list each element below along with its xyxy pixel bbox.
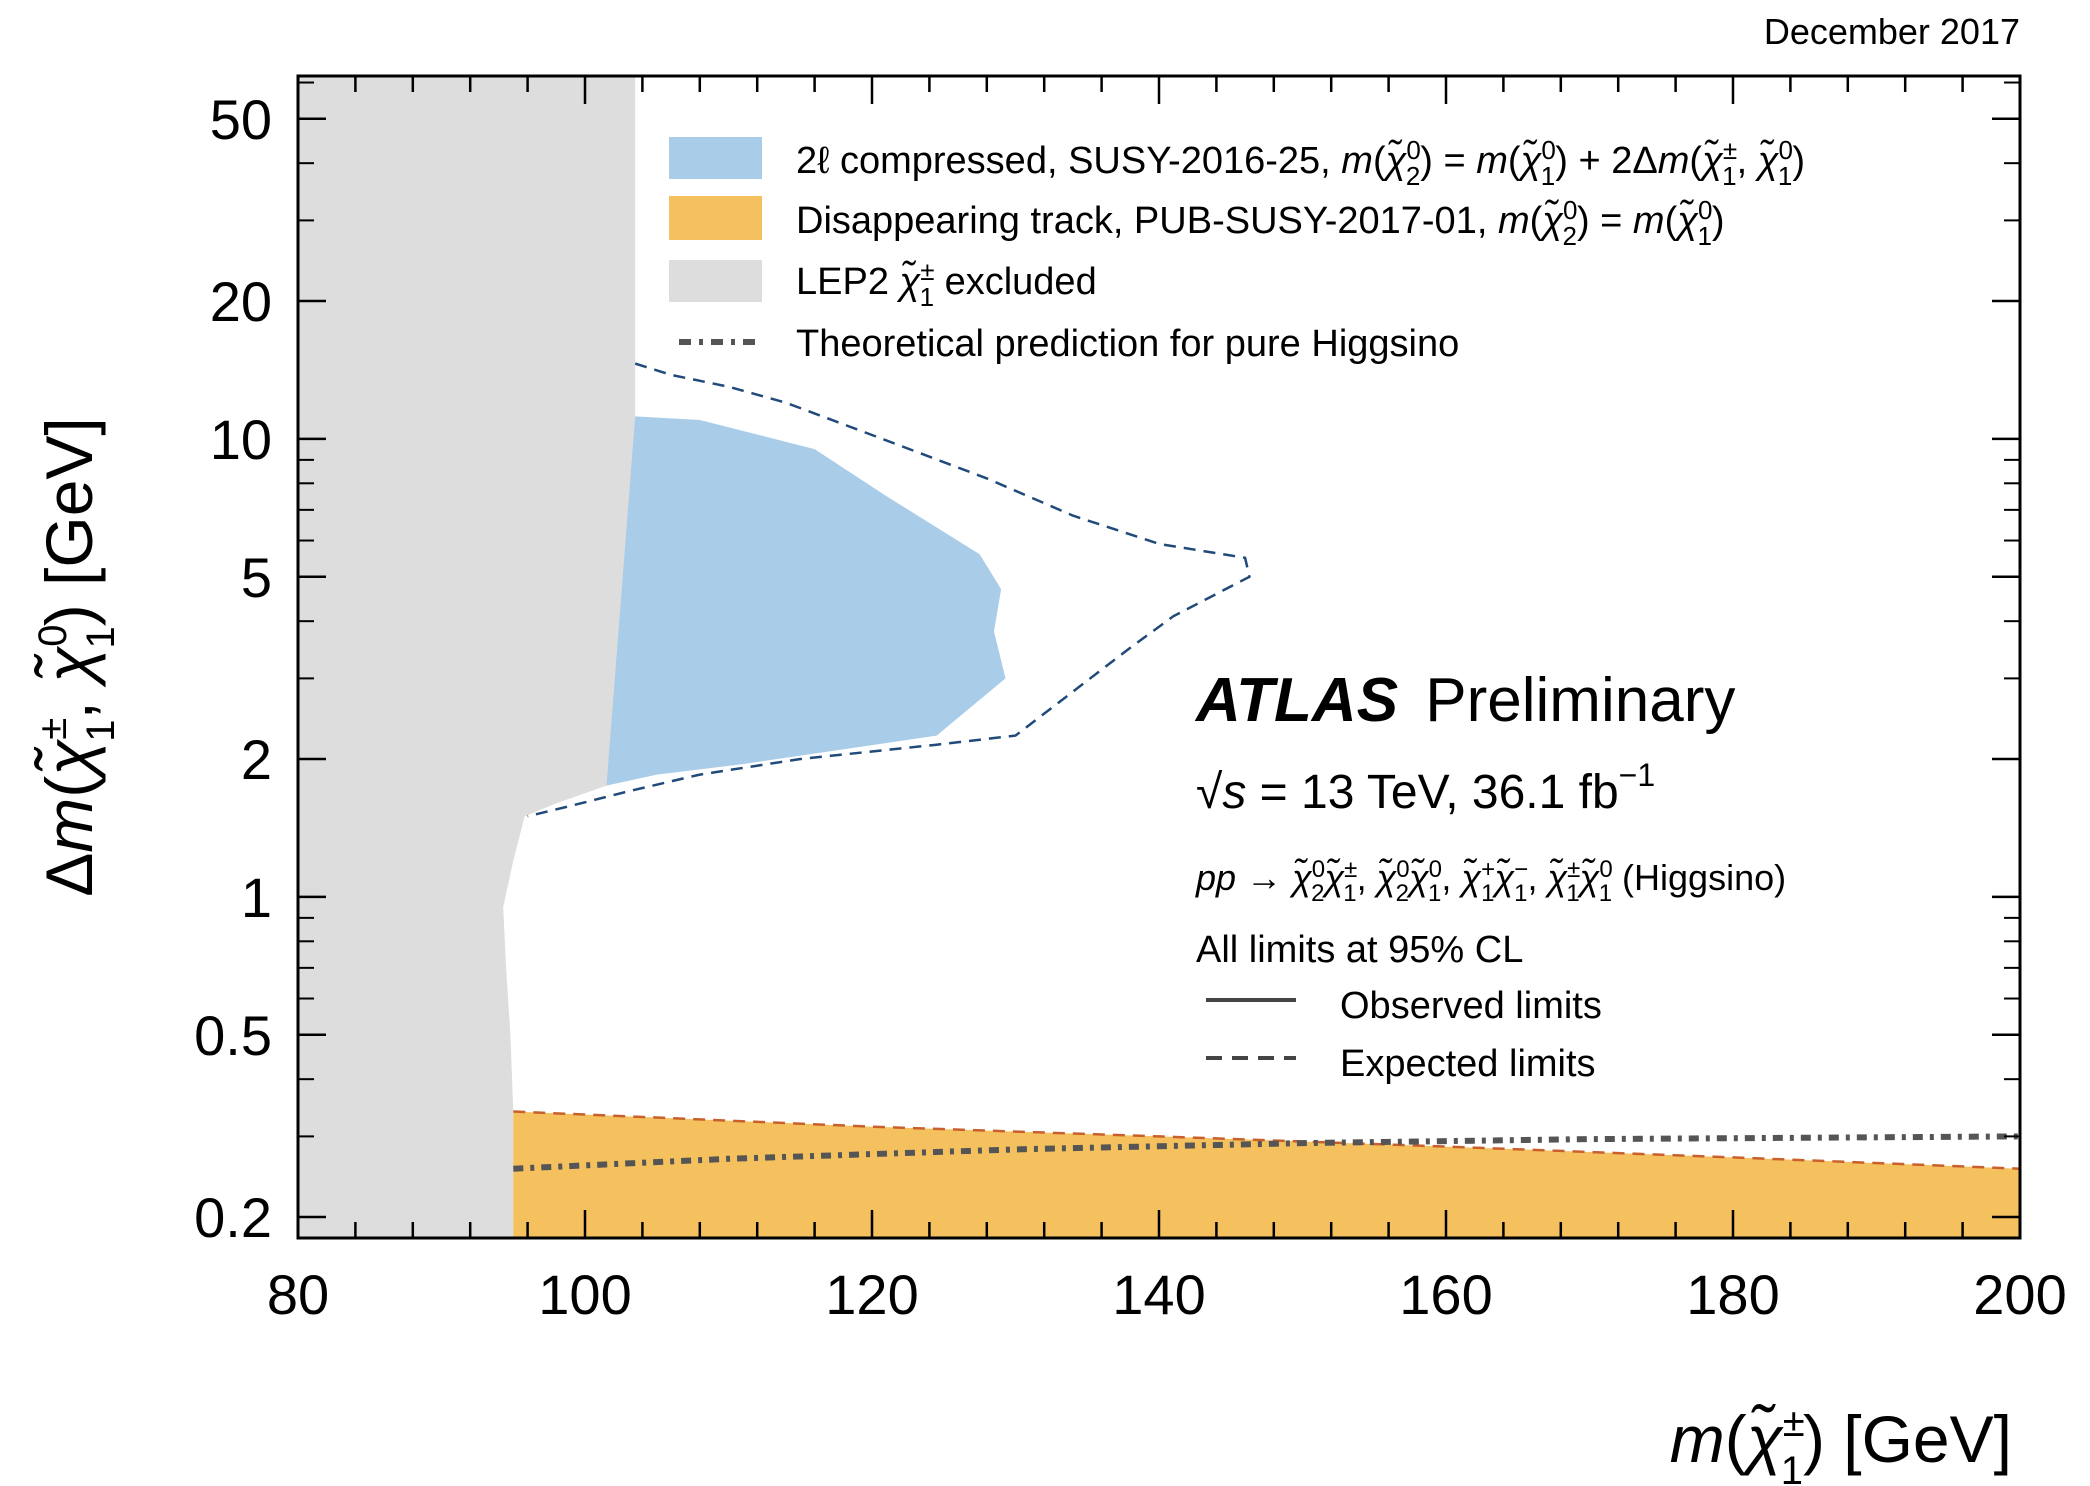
x-axis-title: m(χ̃± 1) [GeV] bbox=[1670, 1401, 2012, 1486]
plot-regions bbox=[298, 76, 2020, 1238]
process-label: pp → χ̃0 2χ̃± 1, χ̃0 2χ̃0 1, χ̃+ 1χ̃− 1, χ̃± 1χ… bbox=[1195, 856, 1786, 907]
x-tick-label: 100 bbox=[538, 1263, 631, 1326]
atlas-info: ATLAS Preliminary √s = 13 TeV, 36.1 fb−1… bbox=[1194, 666, 1786, 1085]
x-tick-label: 140 bbox=[1112, 1263, 1205, 1326]
observed-label: Observed limits bbox=[1340, 985, 1602, 1027]
x-tick-labels: 80 100 120 140 160 180 200 bbox=[267, 1263, 2067, 1326]
x-tick-label: 180 bbox=[1686, 1263, 1779, 1326]
disappearing-track-region bbox=[513, 1111, 2020, 1238]
legend-swatch-grey bbox=[669, 260, 762, 302]
y-tick-label: 0.5 bbox=[194, 1004, 272, 1067]
y-tick-label: 50 bbox=[210, 88, 272, 151]
expected-label: Expected limits bbox=[1340, 1043, 1596, 1085]
energy-label: √s = 13 TeV, 36.1 fb−1 bbox=[1196, 757, 1655, 819]
y-tick-label: 0.2 bbox=[194, 1186, 272, 1249]
legend: 2ℓ compressed, SUSY-2016-25, m(χ̃0 2) = m… bbox=[669, 135, 1805, 365]
compressed-2l-expected-line bbox=[527, 362, 1251, 818]
cl-label: All limits at 95% CL bbox=[1196, 929, 1523, 971]
y-tick-label: 20 bbox=[210, 270, 272, 333]
axis-ticks bbox=[296, 76, 2022, 1238]
legend-label-2l: 2ℓ compressed, SUSY-2016-25, m(χ̃0 2) = m… bbox=[796, 135, 1805, 191]
y-tick-label: 1 bbox=[241, 866, 272, 929]
x-tick-label: 120 bbox=[825, 1263, 918, 1326]
atlas-label: ATLAS Preliminary bbox=[1194, 666, 1735, 735]
legend-label-disappearing: Disappearing track, PUB-SUSY-2017-01, m(… bbox=[796, 195, 1725, 251]
higgsino-theory-line bbox=[513, 1133, 2021, 1172]
legend-label-lep2: LEP2 χ̃± 1 excluded bbox=[796, 256, 1097, 312]
lep2-excluded-region bbox=[298, 76, 636, 1238]
legend-label-theory: Theoretical prediction for pure Higgsino bbox=[796, 323, 1459, 365]
y-tick-label: 10 bbox=[210, 408, 272, 471]
y-tick-label: 2 bbox=[241, 728, 272, 791]
plot-lines bbox=[513, 362, 2021, 1172]
legend-swatch-blue bbox=[669, 137, 762, 179]
legend-swatch-orange bbox=[669, 196, 762, 240]
x-tick-label: 200 bbox=[1973, 1263, 2066, 1326]
x-tick-label: 160 bbox=[1399, 1263, 1492, 1326]
y-tick-labels: 0.2 0.5 1 2 5 10 20 50 bbox=[194, 88, 272, 1249]
date-label: December 2017 bbox=[1764, 11, 2020, 52]
x-tick-label: 80 bbox=[267, 1263, 329, 1326]
y-axis-title: Δm(χ̃± 1, χ̃0 1) [GeV] bbox=[31, 417, 123, 897]
compressed-2l-region bbox=[606, 416, 1006, 786]
y-tick-label: 5 bbox=[241, 546, 272, 609]
